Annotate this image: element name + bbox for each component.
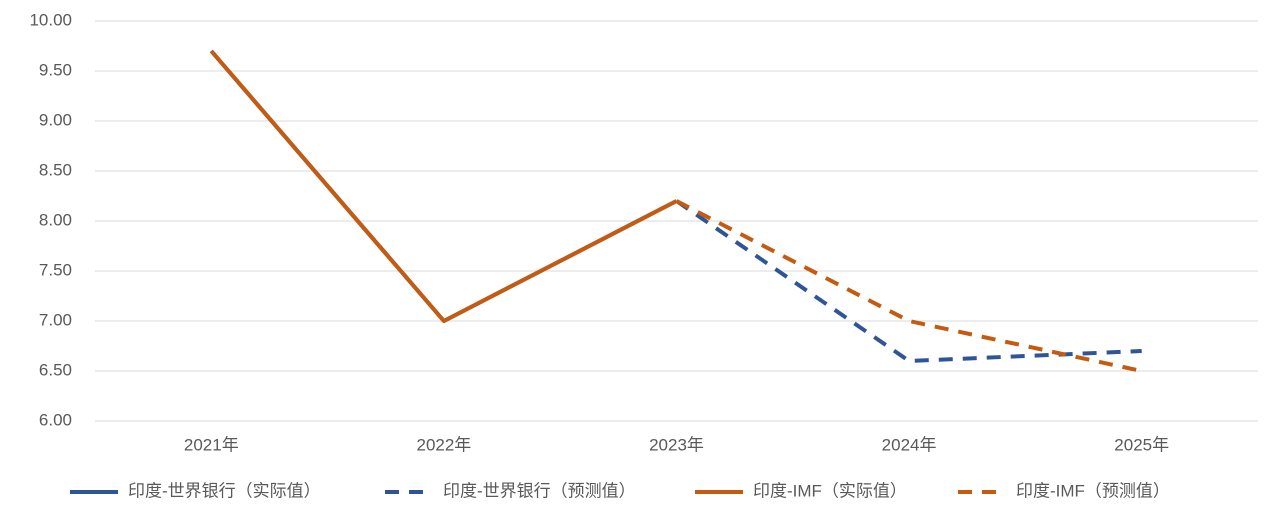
series-line <box>209 49 678 323</box>
x-tick-label: 2022年 <box>416 435 471 454</box>
x-tick-label: 2025年 <box>1114 435 1169 454</box>
x-tick-label: 2021年 <box>184 435 239 454</box>
series-line <box>209 49 678 323</box>
y-tick-label: 9.00 <box>39 110 72 129</box>
y-tick-label: 6.50 <box>39 360 72 379</box>
legend-label: 印度-世界银行（预测值） <box>443 481 636 500</box>
legend-label: 印度-世界银行（实际值） <box>128 481 321 500</box>
x-tick-label: 2023年 <box>649 435 704 454</box>
y-tick-label: 9.50 <box>39 60 72 79</box>
legend-label: 印度-IMF（预测值） <box>1016 481 1170 500</box>
y-tick-label: 6.00 <box>39 410 72 429</box>
x-tick-label: 2024年 <box>882 435 937 454</box>
y-tick-label: 10.00 <box>29 10 72 29</box>
y-tick-label: 7.00 <box>39 310 72 329</box>
y-tick-label: 8.00 <box>39 210 72 229</box>
legend-label: 印度-IMF（实际值） <box>753 481 907 500</box>
y-tick-label: 7.50 <box>39 260 72 279</box>
y-tick-label: 8.50 <box>39 160 72 179</box>
series-line <box>675 199 1142 363</box>
series-line <box>675 199 1143 373</box>
